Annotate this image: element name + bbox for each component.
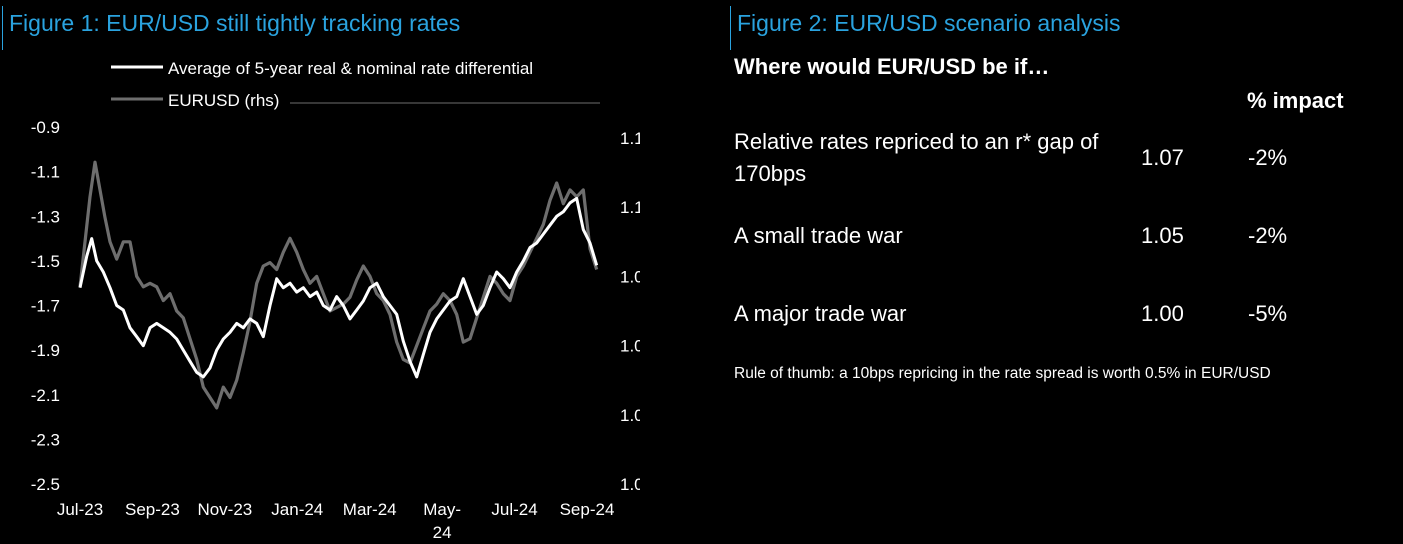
chart-legend: Average of 5-year real & nominal rate di… [111, 59, 600, 110]
right-tick-label: 1.11 [620, 198, 640, 217]
left-tick-label: -2.1 [31, 386, 60, 405]
x-tick-label: Jul-24 [491, 500, 537, 519]
rule-of-thumb-note: Rule of thumb: a 10bps repricing in the … [734, 365, 1271, 382]
right-tick-label: 1.09 [620, 267, 640, 286]
x-tick-label: Nov-23 [197, 500, 252, 519]
left-tick-label: -1.7 [31, 297, 60, 316]
left-tick-label: -1.9 [31, 341, 60, 360]
left-tick-label: -2.3 [31, 430, 60, 449]
x-axis: Jul-23 Sep-23 Nov-23 Jan-24 Mar-24 May-24 Jul-… [57, 500, 615, 542]
left-tick-label: -1.1 [31, 163, 60, 182]
scenario-value: 1.07 [1141, 145, 1184, 170]
scenario-panel: Where would EUR/USD be if… % impact Rela… [734, 52, 1394, 452]
left-tick-label: -1.3 [31, 207, 60, 226]
figure-1-title: Figure 1: EUR/USD still tightly tracking… [2, 6, 460, 50]
series-line-rate-differential [78, 196, 599, 379]
scenario-label: Relative rates repriced to an r* gap of … [734, 129, 1099, 186]
legend-label-eurusd: EURUSD (rhs) [168, 91, 279, 110]
scenario-impact: -2% [1248, 145, 1288, 170]
left-tick-label: -2.5 [31, 475, 60, 494]
scenario-impact: -2% [1248, 223, 1288, 248]
impact-column-header: % impact [1247, 88, 1344, 113]
legend-label-rate: Average of 5-year real & nominal rate di… [168, 59, 533, 78]
left-tick-label: -0.9 [31, 118, 60, 137]
x-tick-label: Sep-23 [125, 500, 180, 519]
x-tick-label: May-24 [423, 500, 461, 542]
scenario-impact: -5% [1248, 301, 1288, 326]
scenario-value: 1.05 [1141, 223, 1184, 248]
figure-2-title: Figure 2: EUR/USD scenario analysis [730, 6, 1120, 50]
right-axis: 1.13 1.11 1.09 1.07 1.05 1.03 [620, 129, 640, 494]
x-tick-label: Sep-24 [560, 500, 615, 519]
scenario-label: A small trade war [734, 223, 903, 248]
scenario-value: 1.00 [1141, 301, 1184, 326]
right-tick-label: 1.05 [620, 406, 640, 425]
x-tick-label: Jul-23 [57, 500, 103, 519]
right-tick-label: 1.07 [620, 337, 640, 356]
x-tick-label: Jan-24 [271, 500, 323, 519]
left-tick-label: -1.5 [31, 252, 60, 271]
series-line-eurusd [78, 160, 599, 410]
right-tick-label: 1.03 [620, 475, 640, 494]
series-group [78, 160, 599, 410]
left-axis: -0.9 -1.1 -1.3 -1.5 -1.7 -1.9 -2.1 -2.3 -2.5 [31, 118, 60, 494]
right-tick-label: 1.13 [620, 129, 640, 148]
scenario-heading: Where would EUR/USD be if… [734, 54, 1050, 79]
scenario-label: A major trade war [734, 301, 907, 326]
x-tick-label: Mar-24 [343, 500, 397, 519]
eurusd-rates-chart: Average of 5-year real & nominal rate di… [31, 59, 640, 542]
